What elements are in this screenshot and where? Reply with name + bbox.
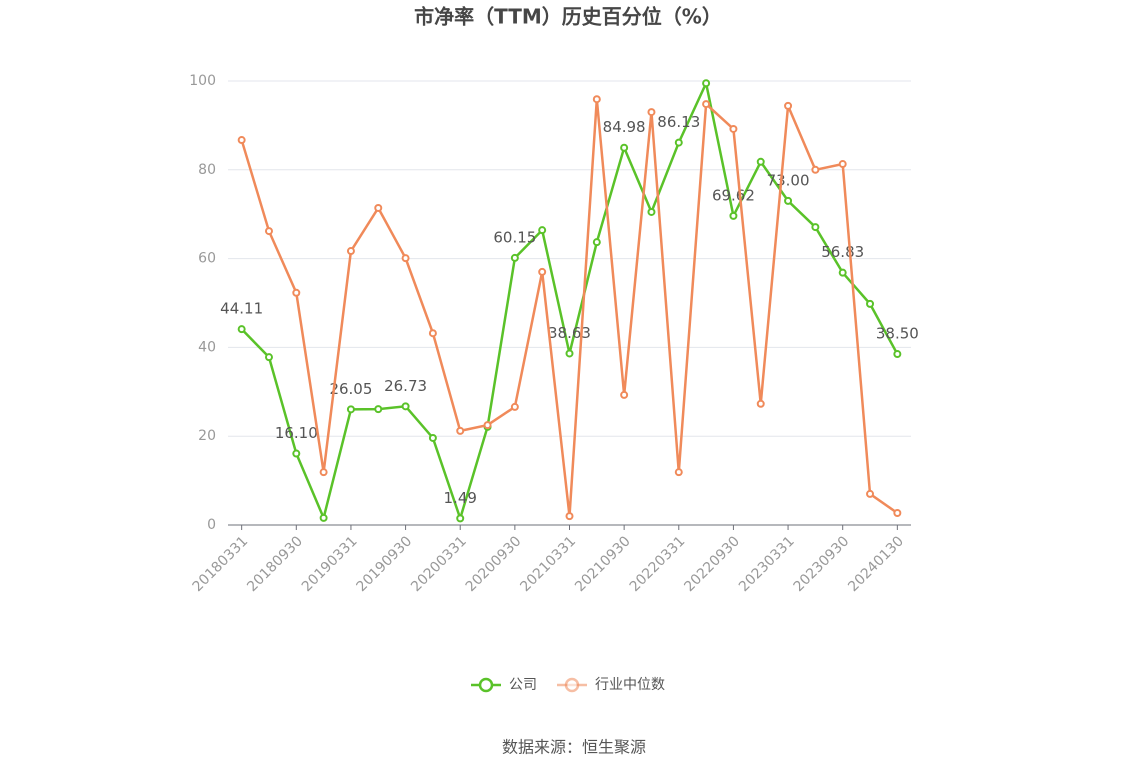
data-point	[784, 196, 793, 205]
data-label: 26.73	[384, 377, 427, 395]
data-point	[729, 124, 738, 133]
data-point	[237, 325, 246, 334]
data-point	[674, 138, 683, 147]
x-tick-label: 20180930	[244, 533, 306, 595]
data-label: 16.10	[275, 424, 318, 442]
data-point	[538, 267, 547, 276]
data-point	[674, 468, 683, 477]
data-point	[538, 226, 547, 235]
legend-marker	[478, 677, 494, 693]
series-line	[240, 79, 899, 523]
data-point	[456, 514, 465, 523]
data-point	[292, 449, 301, 458]
source: 数据来源：恒生聚源	[502, 738, 646, 757]
data-point	[702, 79, 711, 88]
data-point	[866, 489, 875, 498]
data-point	[620, 390, 629, 399]
data-point	[264, 227, 273, 236]
x-tick-label: 20230331	[736, 533, 798, 595]
data-point	[401, 254, 410, 263]
legend-label: 行业中位数	[595, 677, 665, 693]
data-point	[592, 95, 601, 104]
data-label: 60.15	[493, 228, 536, 246]
data-point	[565, 349, 574, 358]
y-tick-label: 100	[189, 73, 216, 89]
data-point	[756, 399, 765, 408]
data-point	[565, 512, 574, 521]
x-tick-label: 20230930	[791, 533, 853, 595]
data-point	[592, 238, 601, 247]
x-tick-label: 20210930	[572, 533, 634, 595]
data-point	[893, 509, 902, 518]
data-point	[401, 402, 410, 411]
x-tick-label: 20220930	[681, 533, 743, 595]
x-tick-label: 20190331	[299, 533, 361, 595]
data-point	[784, 101, 793, 110]
data-point	[647, 207, 656, 216]
y-tick-label: 60	[198, 251, 216, 267]
data-point	[428, 433, 437, 442]
data-point	[510, 402, 519, 411]
data-label: 84.98	[603, 118, 646, 136]
data-point	[346, 405, 355, 414]
x-tick-label: 20200930	[463, 533, 525, 595]
data-label: 38.50	[876, 325, 919, 343]
data-point	[811, 165, 820, 174]
data-point	[483, 421, 492, 430]
chart-title: 市净率（TTM）历史百分位（%）	[414, 5, 722, 29]
data-point	[346, 247, 355, 256]
data-point	[456, 426, 465, 435]
x-tick-label: 20220331	[627, 533, 689, 595]
y-tick-label: 80	[198, 162, 216, 178]
data-point	[838, 160, 847, 169]
x-tick-label: 20180331	[190, 533, 252, 595]
data-point	[729, 211, 738, 220]
legend-marker	[564, 677, 580, 693]
data-point	[756, 157, 765, 166]
x-tick-label: 20210331	[517, 533, 579, 595]
legend-label: 公司	[509, 677, 537, 693]
x-tick-label: 20190930	[354, 533, 416, 595]
data-point	[319, 513, 328, 522]
y-tick-label: 20	[198, 428, 216, 444]
data-point	[292, 288, 301, 297]
data-label: 38.63	[548, 324, 591, 342]
data-point	[374, 203, 383, 212]
data-point	[264, 353, 273, 362]
data-point	[428, 329, 437, 338]
data-label: 26.05	[329, 380, 372, 398]
data-point	[510, 253, 519, 262]
data-label: 56.83	[821, 243, 864, 261]
data-point	[237, 136, 246, 145]
data-point	[702, 100, 711, 109]
data-point	[811, 223, 820, 232]
x-tick-label: 20240130	[845, 533, 907, 595]
y-tick-label: 40	[198, 339, 216, 355]
data-point	[620, 143, 629, 152]
data-label: 44.11	[220, 300, 263, 318]
y-tick-label: 0	[207, 517, 216, 533]
data-label: 73.00	[767, 171, 810, 189]
data-label: 69.62	[712, 186, 755, 204]
data-label: 86.13	[657, 113, 700, 131]
data-point	[866, 299, 875, 308]
data-point	[838, 268, 847, 277]
data-point	[893, 350, 902, 359]
data-label: 1.49	[444, 489, 477, 507]
data-point	[647, 108, 656, 117]
data-point	[374, 405, 383, 414]
x-tick-label: 20200331	[408, 533, 470, 595]
data-point	[319, 468, 328, 477]
